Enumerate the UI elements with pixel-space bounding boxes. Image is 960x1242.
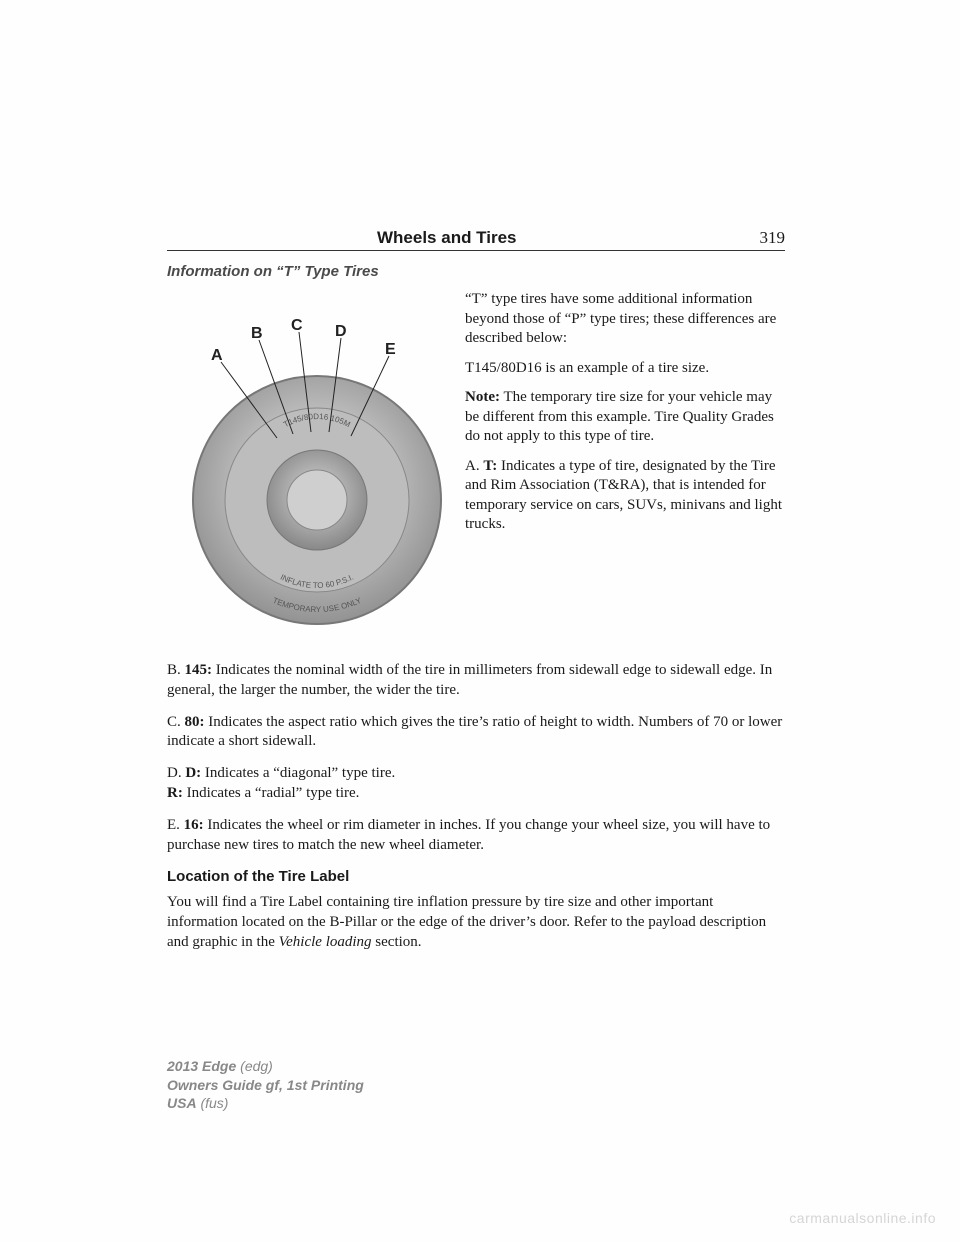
tire-label-paragraph: You will find a Tire Label containing ti… — [167, 893, 785, 952]
definitions-block: B. 145: Indicates the nominal width of t… — [167, 661, 785, 953]
header-title: Wheels and Tires — [377, 228, 517, 248]
footer-model: 2013 Edge — [167, 1058, 236, 1074]
callout-a: A — [211, 347, 223, 364]
footer: 2013 Edge (edg) Owners Guide gf, 1st Pri… — [167, 1057, 364, 1112]
tire-diagram: TEMPORARY USE ONLY INFLATE TO 60 P.S.I. … — [167, 290, 447, 635]
page-header: Wheels and Tires 319 — [167, 228, 785, 251]
footer-region: USA — [167, 1095, 197, 1111]
footer-guide: Owners Guide gf, 1st Printing — [167, 1076, 364, 1094]
note-body: The temporary tire size for your vehicle… — [465, 389, 774, 444]
callout-c: C — [291, 317, 303, 334]
callout-d: D — [335, 323, 347, 340]
def-e: E. 16: Indicates the wheel or rim diamet… — [167, 816, 785, 856]
intro-column: “T” type tires have some additional info… — [465, 290, 785, 635]
note-label: Note: — [465, 389, 500, 405]
page-number: 319 — [760, 228, 786, 248]
def-a-bold: T: — [483, 458, 497, 474]
footer-model-code: (edg) — [236, 1058, 273, 1074]
section-title: Information on “T” Type Tires — [167, 263, 785, 280]
def-a: A. T: Indicates a type of tire, designat… — [465, 457, 785, 535]
tire-label-heading: Location of the Tire Label — [167, 867, 785, 887]
callout-e: E — [385, 341, 396, 358]
def-b: B. 145: Indicates the nominal width of t… — [167, 661, 785, 701]
def-a-label: A. — [465, 458, 483, 474]
intro-p2: T145/80D16 is an example of a tire size. — [465, 359, 785, 379]
def-d-r: D. D: Indicates a “diagonal” type tire. … — [167, 764, 785, 804]
intro-p1: “T” type tires have some additional info… — [465, 290, 785, 349]
watermark: carmanualsonline.info — [789, 1210, 936, 1226]
def-c: C. 80: Indicates the aspect ratio which … — [167, 713, 785, 753]
footer-region-code: (fus) — [197, 1095, 229, 1111]
def-a-body: Indicates a type of tire, designated by … — [465, 458, 782, 533]
note-paragraph: Note: The temporary tire size for your v… — [465, 388, 785, 447]
callout-b: B — [251, 325, 263, 342]
